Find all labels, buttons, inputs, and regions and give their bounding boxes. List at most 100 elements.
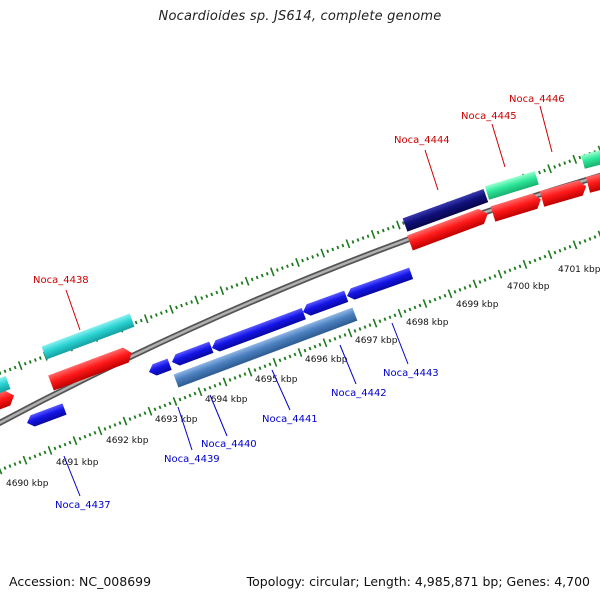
minor-tick [58, 444, 62, 449]
gene-label-noca-4441[interactable]: Noca_4441 [262, 414, 318, 425]
minor-tick [113, 423, 117, 427]
forward-gene[interactable] [539, 179, 589, 207]
reverse-gene[interactable] [147, 358, 172, 378]
minor-tick [363, 325, 367, 329]
kbp-label: 4693 kbp [155, 415, 198, 425]
minor-tick [378, 319, 382, 324]
major-tick [397, 308, 403, 318]
forward-gene[interactable] [48, 345, 134, 391]
minor-tick [103, 427, 107, 431]
gene-label-noca-4437[interactable]: Noca_4437 [55, 500, 111, 511]
seagreen-feature[interactable] [581, 147, 600, 169]
reverse-gene[interactable] [301, 290, 349, 318]
minor-tick [306, 256, 309, 261]
minor-tick [53, 446, 57, 451]
gene-label-noca-4439[interactable]: Noca_4439 [164, 454, 220, 465]
minor-tick [453, 289, 457, 294]
minor-tick [240, 281, 244, 285]
leader-line [424, 149, 439, 191]
reverse-gene[interactable] [170, 341, 214, 368]
minor-tick [358, 327, 362, 331]
major-tick [47, 445, 53, 455]
cyan-feature[interactable] [0, 375, 11, 400]
major-tick [247, 367, 253, 377]
minor-tick [493, 274, 497, 278]
minor-tick [238, 374, 242, 378]
minor-tick [225, 286, 229, 291]
steel-feature[interactable] [173, 307, 358, 388]
minor-tick [288, 354, 292, 359]
minor-tick [428, 299, 432, 304]
minor-tick [213, 383, 217, 388]
forward-gene[interactable] [0, 388, 17, 420]
forward-gene[interactable] [407, 206, 490, 251]
minor-tick [258, 366, 262, 371]
major-tick [22, 455, 28, 465]
minor-tick [356, 238, 360, 242]
gene-label-noca-4444[interactable]: Noca_4444 [394, 135, 450, 146]
major-tick [422, 299, 428, 308]
minor-tick [568, 244, 572, 249]
forward-gene[interactable] [585, 169, 600, 193]
major-tick [17, 361, 23, 371]
minor-tick [118, 421, 122, 425]
minor-tick [108, 425, 112, 429]
minor-tick [278, 358, 282, 363]
major-tick [497, 269, 503, 279]
minor-tick [408, 307, 412, 312]
gene-label-noca-4438[interactable]: Noca_4438 [33, 275, 89, 286]
minor-tick [8, 367, 12, 372]
minor-tick [331, 247, 335, 252]
minor-tick [28, 456, 32, 461]
forward-gene[interactable] [490, 192, 543, 222]
gene-label-noca-4443[interactable]: Noca_4443 [383, 368, 439, 379]
major-tick [370, 229, 376, 239]
gene-label-noca-4442[interactable]: Noca_4442 [331, 388, 387, 399]
gene-label-noca-4445[interactable]: Noca_4445 [461, 111, 517, 122]
minor-tick [210, 292, 214, 297]
seagreen-feature[interactable] [484, 171, 539, 200]
minor-tick [303, 348, 307, 353]
major-tick [0, 467, 3, 475]
map-title: Nocardioides sp. JS614, complete genome [158, 9, 442, 24]
minor-tick [139, 318, 143, 323]
minor-tick [368, 323, 372, 327]
minor-tick [326, 249, 330, 254]
minor-tick [308, 346, 312, 351]
minor-tick [336, 245, 340, 250]
minor-tick [8, 464, 12, 468]
minor-tick [293, 352, 297, 357]
major-tick [97, 426, 103, 436]
reverse-gene[interactable] [345, 267, 414, 302]
minor-tick [138, 413, 142, 418]
minor-tick [301, 258, 304, 263]
reverse-gene[interactable] [25, 403, 67, 428]
minor-tick [388, 315, 392, 320]
major-tick [320, 248, 326, 258]
forward-gene-labels: Noca_4438 Noca_4444 Noca_4445 Noca_4446 [33, 94, 565, 331]
kbp-label: 4701 kbp [558, 265, 600, 275]
major-tick [597, 145, 600, 153]
minor-tick [149, 315, 153, 319]
major-tick [347, 328, 353, 338]
minor-tick [553, 165, 557, 169]
gene-label-noca-4440[interactable]: Noca_4440 [201, 439, 257, 450]
minor-tick [333, 336, 337, 341]
minor-tick [588, 237, 592, 241]
minor-tick [33, 358, 37, 362]
navy-feature[interactable] [402, 189, 489, 232]
cyan-feature[interactable] [41, 313, 135, 360]
minor-tick [208, 385, 212, 390]
minor-tick [328, 338, 332, 343]
minor-tick [553, 250, 557, 255]
major-tick [372, 318, 378, 328]
minor-tick [558, 163, 562, 167]
gene-label-noca-4446[interactable]: Noca_4446 [509, 94, 565, 105]
reverse-gene[interactable] [210, 308, 306, 354]
minor-tick [0, 371, 2, 375]
minor-tick [513, 266, 517, 271]
minor-tick [518, 264, 522, 269]
minor-tick [283, 356, 287, 361]
minor-tick [3, 369, 7, 374]
minor-tick [418, 303, 422, 308]
